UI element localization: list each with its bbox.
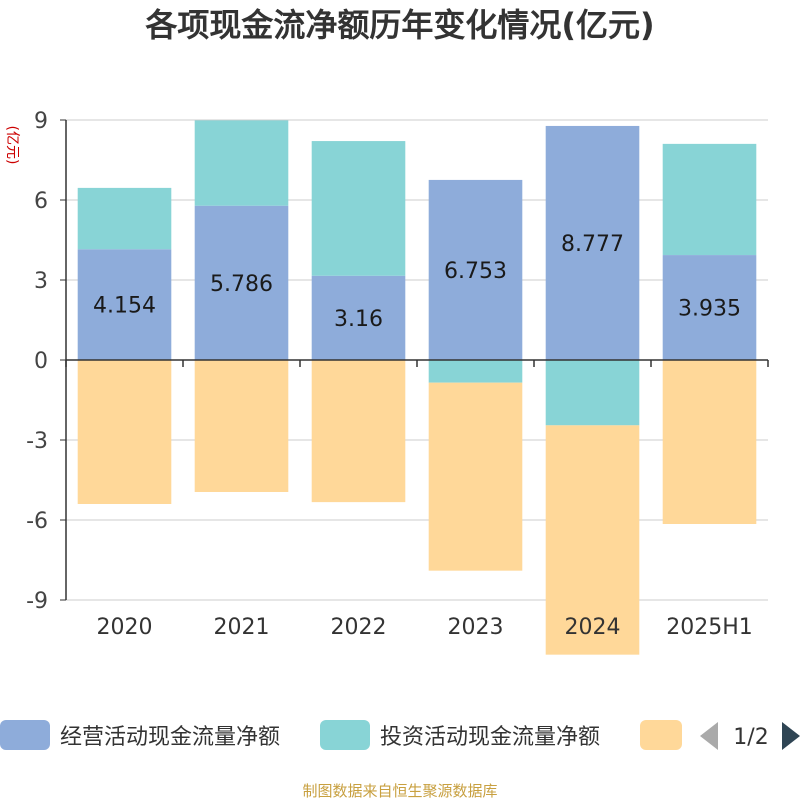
legend-swatch[interactable]	[0, 720, 50, 750]
bars	[77, 120, 757, 655]
bar-series1-2023[interactable]	[428, 360, 523, 383]
legend-swatch[interactable]	[320, 720, 370, 750]
x-tick-labels: 2020 2021 2022 2023 2024 2025H1	[97, 615, 753, 640]
bar-series1-2020[interactable]	[77, 187, 172, 250]
y-tick-label: 6	[34, 189, 48, 214]
bar-series2-2020[interactable]	[77, 360, 172, 504]
legend: 经营活动现金流量净额 投资活动现金流量净额	[0, 720, 682, 750]
bar-label: 3.16	[334, 307, 383, 332]
y-axis-unit: (亿元)	[4, 126, 20, 165]
bar-series0-2025H1[interactable]	[662, 255, 757, 360]
legend-label[interactable]: 投资活动现金流量净额	[380, 725, 600, 750]
y-tick-label: 0	[34, 349, 48, 374]
bar-series1-2021[interactable]	[194, 120, 289, 206]
bar-series1-2024[interactable]	[545, 360, 640, 426]
chart-title: 各项现金流净额历年变化情况(亿元)	[145, 6, 654, 44]
legend-page-indicator: 1/2	[733, 725, 768, 750]
bar-series2-2021[interactable]	[194, 360, 289, 492]
bar-labels: 4.154 5.786 3.16 6.753 8.777 3.935	[93, 232, 741, 332]
bar-series0-2022[interactable]	[311, 275, 406, 360]
legend-swatch[interactable]	[640, 720, 682, 750]
bar-label: 5.786	[210, 272, 273, 297]
x-tick-label: 2021	[214, 615, 270, 640]
bar-series0-2024[interactable]	[545, 125, 640, 361]
legend-prev-icon[interactable]	[700, 722, 718, 750]
y-tick-label: -6	[26, 509, 48, 534]
y-tick-label: -9	[26, 589, 48, 614]
y-tick-label: -3	[26, 429, 48, 454]
x-tick-label: 2025H1	[666, 615, 753, 640]
bar-series2-2024[interactable]	[545, 425, 640, 655]
bar-label: 3.935	[678, 297, 741, 322]
data-source: 制图数据来自恒生聚源数据库	[302, 782, 497, 800]
bar-label: 8.777	[561, 232, 624, 257]
bar-series1-2022[interactable]	[311, 141, 406, 276]
bar-label: 6.753	[444, 259, 507, 284]
axes	[65, 120, 769, 600]
y-tick-label: 9	[34, 109, 48, 134]
bar-series0-2023[interactable]	[428, 179, 523, 360]
bar-label: 4.154	[93, 294, 156, 319]
legend-pager: 1/2	[700, 722, 800, 750]
x-tick-label: 2024	[565, 615, 621, 640]
bar-series0-2020[interactable]	[77, 249, 172, 360]
bar-series2-2022[interactable]	[311, 360, 406, 503]
y-tick-label: 3	[34, 269, 48, 294]
x-tick-label: 2023	[448, 615, 504, 640]
x-tick-label: 2020	[97, 615, 153, 640]
legend-label[interactable]: 经营活动现金流量净额	[60, 725, 280, 750]
y-tick-labels: 9 6 3 0 -3 -6 -9	[26, 109, 48, 614]
bar-series2-2025H1[interactable]	[662, 360, 757, 524]
x-tick-label: 2022	[331, 615, 387, 640]
bar-series1-2025H1[interactable]	[662, 143, 757, 256]
legend-next-icon[interactable]	[782, 722, 800, 750]
bar-series0-2021[interactable]	[194, 205, 289, 360]
bar-series2-2023[interactable]	[428, 382, 523, 571]
